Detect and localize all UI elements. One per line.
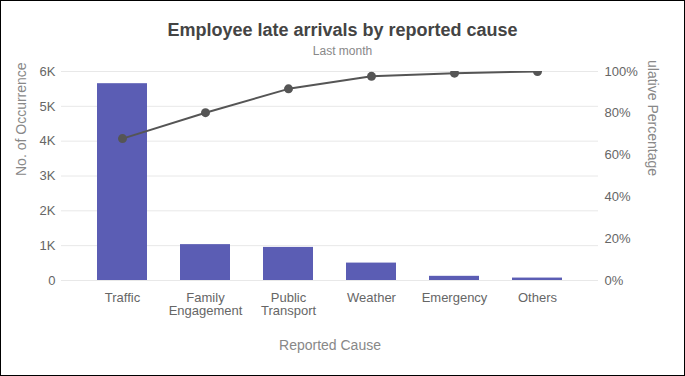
svg-text:Traffic: Traffic — [105, 290, 141, 305]
svg-text:20%: 20% — [605, 231, 631, 246]
svg-text:Weather: Weather — [347, 290, 397, 305]
svg-text:Emergency: Emergency — [422, 290, 488, 305]
html-text:Employee late arrivals by repo: Employee late arrivals by reported cause — [167, 20, 518, 40]
svg-text:0: 0 — [48, 273, 55, 288]
svg-text:0%: 0% — [605, 273, 624, 288]
svg-text:Cumulative Percentage: Cumulative Percentage — [645, 59, 661, 176]
svg-text:PublicTransport: PublicTransport — [261, 290, 317, 318]
svg-text:2K: 2K — [40, 203, 56, 218]
svg-text:100%: 100% — [605, 64, 639, 79]
svg-text:60%: 60% — [605, 147, 631, 162]
svg-text:Others: Others — [518, 290, 558, 305]
svg-text:5K: 5K — [40, 98, 56, 113]
svg-text:4K: 4K — [40, 133, 56, 148]
svg-text:3K: 3K — [40, 168, 56, 183]
svg-text:40%: 40% — [605, 189, 631, 204]
svg-text:6K: 6K — [40, 64, 56, 79]
svg-text:No. of Occurrence: No. of Occurrence — [13, 62, 29, 176]
svg-text:FamilyEngagement: FamilyEngagement — [169, 290, 243, 318]
svg-text:80%: 80% — [605, 105, 631, 120]
html-text:Last month: Last month — [312, 44, 373, 58]
svg-text:1K: 1K — [40, 238, 56, 253]
svg-text:Reported Cause: Reported Cause — [279, 337, 381, 353]
